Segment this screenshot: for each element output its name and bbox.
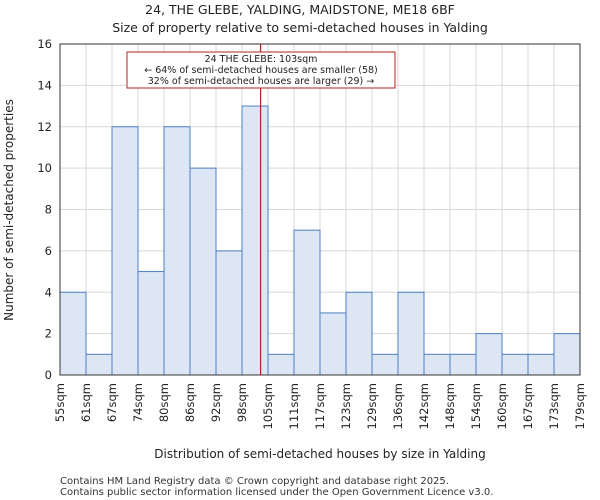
histogram-bar <box>59 291 87 376</box>
x-tick-label: 111sqm <box>287 383 301 429</box>
histogram-bar <box>319 312 347 376</box>
histogram-bar <box>527 353 555 376</box>
x-tick-label: 129sqm <box>365 383 379 429</box>
chart-title-line1: 24, THE GLEBE, YALDING, MAIDSTONE, ME18 … <box>145 2 455 17</box>
histogram-bar <box>163 126 191 376</box>
histogram-bar <box>137 271 165 376</box>
x-tick-label: 160sqm <box>495 383 509 429</box>
histogram-bar <box>241 105 269 376</box>
x-tick-label: 179sqm <box>573 383 587 429</box>
x-tick-label: 136sqm <box>391 383 405 429</box>
y-tick-labels: 0 2 4 6 8 10 12 14 16 <box>37 37 52 382</box>
footer-line-1: Contains HM Land Registry data © Crown c… <box>60 476 449 487</box>
histogram-bar <box>475 333 503 376</box>
y-tick-label: 2 <box>45 327 52 341</box>
histogram-bar <box>423 353 451 376</box>
x-tick-label: 74sqm <box>131 383 145 422</box>
histogram-bar <box>215 250 243 376</box>
x-tick-label: 92sqm <box>209 383 223 422</box>
histogram-bar <box>111 126 139 376</box>
y-axis-label: Number of semi-detached properties <box>2 99 16 321</box>
y-tick-label: 14 <box>37 78 52 92</box>
histogram-bar <box>345 291 373 376</box>
x-tick-label: 117sqm <box>313 383 327 429</box>
footer-line-2: Contains public sector information licen… <box>60 487 493 498</box>
y-tick-label: 0 <box>45 368 52 382</box>
y-tick-label: 12 <box>37 120 52 134</box>
x-tick-labels: 55sqm 61sqm 67sqm 74sqm 80sqm 86sqm 92sqm 98sqm… <box>53 383 587 429</box>
histogram-bar <box>501 353 529 376</box>
annotation-box <box>126 51 396 89</box>
x-tick-label: 105sqm <box>261 383 275 429</box>
x-tick-label: 80sqm <box>157 383 171 422</box>
histogram-bar <box>371 353 399 376</box>
histogram-bar <box>85 353 113 376</box>
y-tick-label: 8 <box>45 203 52 217</box>
chart-title-line2: Size of property relative to semi-detach… <box>112 20 488 35</box>
annotation-line-3: 32% of semi-detached houses are larger (… <box>148 76 375 87</box>
annotation-line-1: 24 THE GLEBE: 103sqm <box>205 54 318 65</box>
x-tick-label: 55sqm <box>53 383 67 422</box>
x-axis-label: Distribution of semi-detached houses by … <box>154 447 485 461</box>
bars <box>59 105 581 376</box>
x-tick-label: 67sqm <box>105 383 119 422</box>
x-tick-label: 167sqm <box>521 383 535 429</box>
x-tick-label: 61sqm <box>79 383 93 422</box>
histogram-bar <box>293 229 321 376</box>
histogram-bar <box>553 333 581 376</box>
x-tick-label: 142sqm <box>417 383 431 429</box>
x-tick-label: 173sqm <box>547 383 561 429</box>
x-tick-label: 98sqm <box>235 383 249 422</box>
x-tick-label: 154sqm <box>469 383 483 429</box>
y-tick-label: 10 <box>37 161 52 175</box>
x-tick-label: 123sqm <box>339 383 353 429</box>
histogram-bar <box>449 353 477 376</box>
annotation-line-2: ← 64% of semi-detached houses are smalle… <box>144 65 378 76</box>
y-tick-label: 6 <box>45 244 52 258</box>
x-tick-label: 148sqm <box>443 383 457 429</box>
x-tick-label: 86sqm <box>183 383 197 422</box>
y-tick-label: 4 <box>45 285 52 299</box>
histogram-bar <box>397 291 425 376</box>
y-tick-label: 16 <box>37 37 52 51</box>
histogram-bar <box>189 167 217 376</box>
plot-frame <box>59 43 581 376</box>
histogram-bar <box>267 353 295 376</box>
